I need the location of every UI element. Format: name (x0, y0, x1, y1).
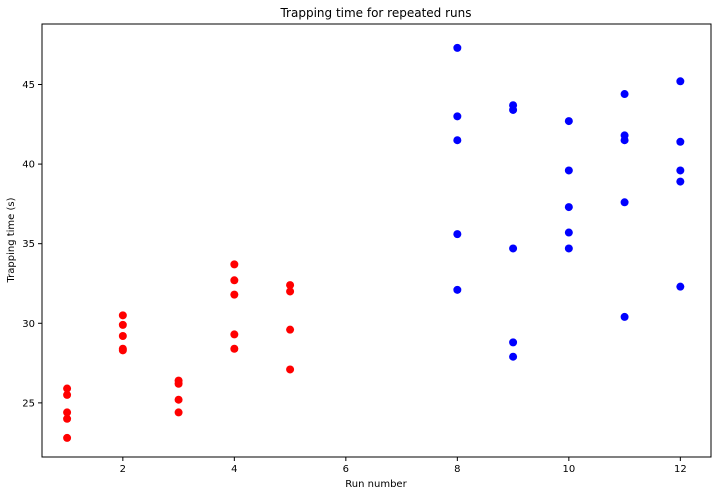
y-axis: 25 30 35 40 45 (22, 80, 42, 409)
y-tick-label: 25 (22, 398, 35, 409)
data-point-series-2 (620, 198, 629, 207)
data-point-series-1 (230, 276, 239, 285)
data-point-series-2 (453, 112, 462, 121)
data-point-series-2 (676, 177, 685, 186)
y-tick-label: 45 (22, 80, 35, 91)
x-axis: 2 4 6 8 10 12 (120, 457, 687, 475)
data-point-series-1 (174, 408, 183, 417)
data-point-series-2 (676, 137, 685, 146)
y-tick-label: 40 (22, 160, 35, 171)
data-point-series-2 (453, 285, 462, 294)
y-axis-title: Trapping time (s) (6, 197, 17, 283)
data-points (63, 43, 685, 442)
data-point-series-1 (174, 395, 183, 404)
x-tick-label: 10 (562, 464, 575, 475)
x-axis-title: Run number (345, 479, 407, 490)
data-point-series-1 (286, 281, 295, 290)
data-point-series-1 (118, 332, 127, 341)
data-point-series-1 (63, 390, 72, 399)
data-point-series-1 (230, 330, 239, 339)
data-point-series-1 (230, 260, 239, 269)
data-point-series-1 (118, 311, 127, 320)
data-point-series-2 (564, 203, 573, 212)
data-point-series-2 (564, 166, 573, 175)
data-point-series-2 (509, 338, 518, 347)
data-point-series-2 (509, 352, 518, 361)
data-point-series-1 (63, 408, 72, 417)
data-point-series-1 (63, 384, 72, 393)
x-tick-label: 8 (454, 464, 460, 475)
data-point-series-1 (118, 320, 127, 329)
data-point-series-1 (63, 433, 72, 442)
data-point-series-1 (174, 379, 183, 388)
data-point-series-1 (286, 365, 295, 374)
data-point-series-2 (676, 282, 685, 291)
data-point-series-2 (453, 230, 462, 239)
data-point-series-1 (286, 287, 295, 296)
plot-area: 2 4 6 8 10 12 25 30 35 40 45 (22, 23, 712, 475)
data-point-series-1 (63, 414, 72, 423)
data-point-series-2 (453, 43, 462, 52)
x-tick-label: 4 (231, 464, 237, 475)
data-point-series-2 (564, 228, 573, 237)
data-point-series-2 (620, 90, 629, 99)
x-tick-label: 12 (674, 464, 687, 475)
x-tick-label: 6 (343, 464, 349, 475)
data-point-series-2 (453, 136, 462, 145)
data-point-series-1 (230, 344, 239, 353)
data-point-series-1 (230, 290, 239, 299)
data-point-series-2 (509, 105, 518, 114)
data-point-series-2 (509, 244, 518, 253)
data-point-series-2 (620, 312, 629, 321)
data-point-series-2 (564, 244, 573, 253)
data-point-series-2 (564, 117, 573, 126)
plot-frame (41, 23, 712, 458)
y-tick-label: 35 (22, 239, 35, 250)
data-point-series-1 (118, 346, 127, 355)
y-tick-label: 30 (22, 319, 35, 330)
data-point-series-1 (286, 325, 295, 334)
chart-title: Trapping time for repeated runs (279, 6, 471, 20)
x-tick-label: 2 (120, 464, 126, 475)
data-point-series-2 (676, 77, 685, 86)
data-point-series-2 (620, 136, 629, 145)
data-point-series-2 (676, 166, 685, 175)
